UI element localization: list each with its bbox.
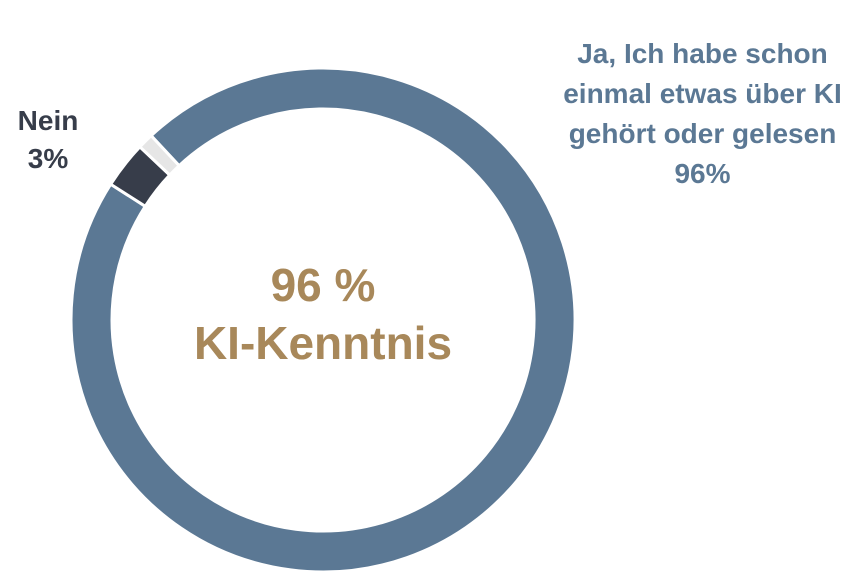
value-label: 96% xyxy=(674,158,731,189)
category-label: Ja, Ich habe schon einmal etwas über KI … xyxy=(563,38,842,149)
donut-slice xyxy=(69,66,577,571)
value-label: 3% xyxy=(27,143,69,174)
donut-slice xyxy=(137,133,182,178)
center-value: 96 % xyxy=(270,259,376,311)
center-caption: KI-Kenntnis xyxy=(193,317,453,369)
slice-label: Ja, Ich habe schon einmal etwas über KI … xyxy=(540,34,863,194)
slice-label: Nein 3% xyxy=(8,102,88,178)
category-label: Nein xyxy=(17,105,79,136)
